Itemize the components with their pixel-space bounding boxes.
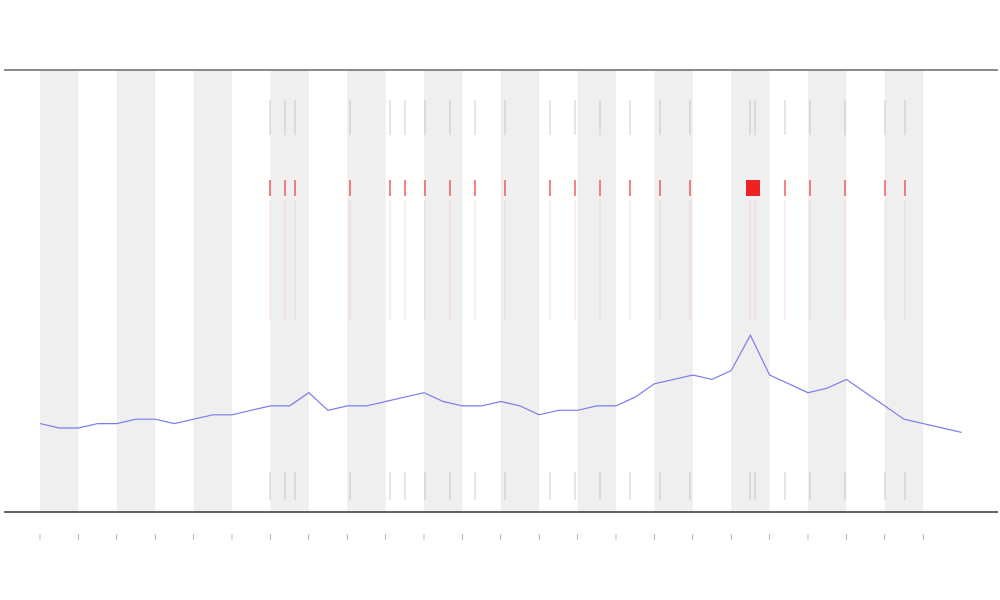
band xyxy=(40,70,79,512)
band xyxy=(577,70,616,512)
series-line xyxy=(39,333,962,433)
band xyxy=(116,70,156,512)
band xyxy=(654,70,693,512)
band xyxy=(884,70,924,512)
band xyxy=(270,70,309,512)
band xyxy=(193,70,232,512)
band xyxy=(500,70,540,512)
band xyxy=(808,70,847,512)
band xyxy=(424,70,463,512)
band xyxy=(731,70,770,512)
marker-block xyxy=(746,180,760,196)
band xyxy=(347,70,386,512)
background-bands xyxy=(40,70,924,512)
